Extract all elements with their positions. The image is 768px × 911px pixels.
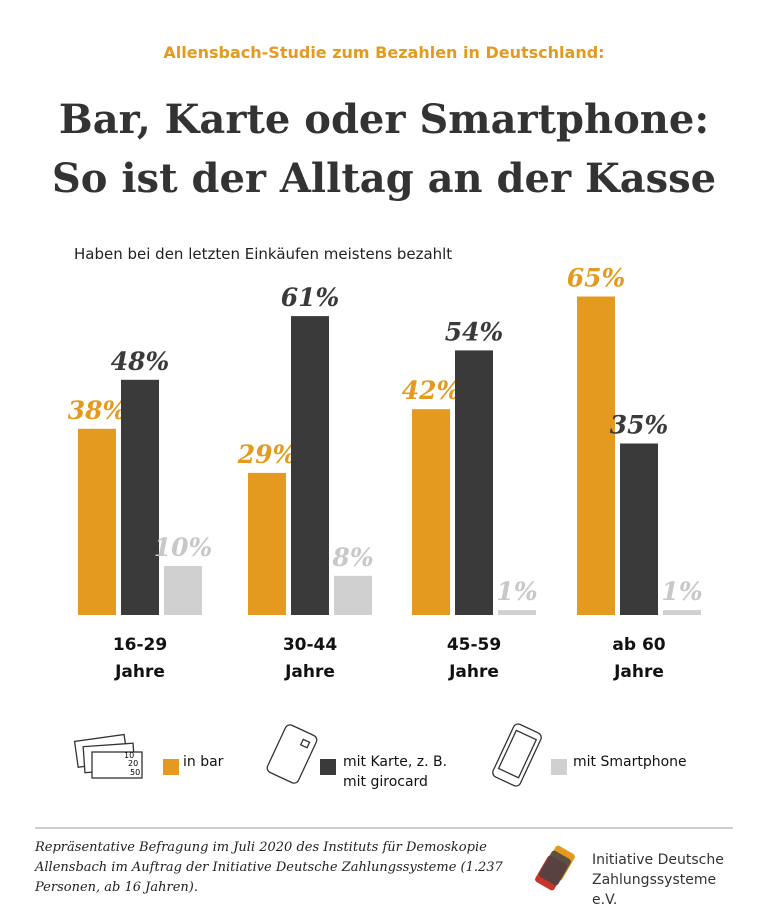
category-label: ab 60 Jahre (612, 635, 666, 682)
bar (248, 472, 286, 615)
bar (577, 296, 615, 615)
value-label: 42% (402, 376, 461, 405)
bar (412, 409, 450, 615)
banknote-label: 50 (130, 768, 140, 777)
value-label: 38% (68, 396, 127, 425)
bar (620, 443, 658, 615)
bar (455, 350, 493, 615)
bar (498, 610, 536, 615)
phone-icon (492, 723, 542, 787)
bar (663, 610, 701, 615)
source-logo-text: Initiative Deutsche Zahlungssysteme e.V. (592, 852, 724, 908)
title-line: Bar, Karte oder Smartphone: (58, 96, 710, 143)
banknote-label: 20 (128, 759, 138, 768)
value-label: 1% (661, 577, 702, 606)
category-label: 16-29 Jahre (112, 635, 168, 682)
legend-label: in bar (183, 754, 224, 770)
bar (291, 316, 329, 615)
banknote-icon (73, 733, 143, 779)
bar (334, 575, 372, 615)
subtitle: Haben bei den letzten Einkäufen meistens… (74, 245, 453, 263)
bar (78, 428, 116, 615)
legend-swatch (163, 759, 179, 775)
legend-swatch (320, 759, 336, 775)
footnote: Repräsentative Befragung im Juli 2020 de… (35, 840, 503, 895)
banknote-label: 10 (124, 751, 134, 760)
card-icon (266, 724, 318, 784)
legend-label: mit Karte, z. B. mit girocard (343, 754, 448, 790)
value-label: 48% (111, 347, 170, 376)
value-label: 35% (610, 411, 669, 440)
value-label: 10% (154, 533, 213, 562)
legend-label: mit Smartphone (573, 754, 687, 770)
value-label: 61% (281, 283, 340, 312)
legend-swatch (551, 759, 567, 775)
value-label: 8% (331, 543, 373, 572)
value-label: 65% (567, 264, 626, 293)
value-label: 1% (496, 577, 537, 606)
category-label: 45-59 Jahre (446, 635, 502, 682)
title-line: So ist der Alltag an der Kasse (51, 155, 717, 202)
bar (121, 379, 159, 615)
category-label: 30-44 Jahre (282, 635, 338, 682)
bar (164, 566, 202, 615)
value-label: 29% (237, 440, 297, 469)
kicker: Allensbach-Studie zum Bezahlen in Deutsc… (163, 43, 605, 62)
value-label: 54% (445, 317, 504, 346)
logo (535, 845, 575, 891)
